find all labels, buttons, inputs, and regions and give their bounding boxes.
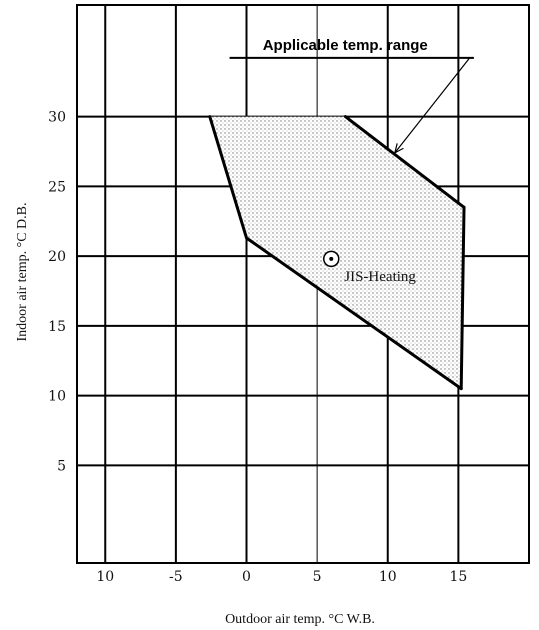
x-tick-label: 0 bbox=[242, 569, 251, 585]
y-axis-label: Indoor air temp. °C D.B. bbox=[15, 203, 30, 342]
y-axis-ticks: 5 10 15 20 25 30 bbox=[48, 110, 66, 475]
jis-point-dot bbox=[329, 256, 334, 261]
x-tick-label: 15 bbox=[449, 569, 467, 585]
y-tick-label: 20 bbox=[48, 249, 66, 265]
range-boundary-edge bbox=[245, 236, 463, 391]
range-boundary-edge bbox=[208, 115, 248, 240]
jis-heating-point bbox=[323, 250, 340, 268]
y-tick-label: 10 bbox=[48, 389, 66, 405]
range-boundary-edge bbox=[343, 115, 466, 209]
applicable-range-label: Applicable temp. range bbox=[263, 37, 428, 54]
range-arrow bbox=[395, 57, 471, 153]
plot-area-border bbox=[76, 4, 530, 564]
x-axis-label: Outdoor air temp. °C W.B. bbox=[225, 612, 375, 627]
applicable-range-layer bbox=[208, 115, 466, 391]
range-boundary-edge bbox=[459, 205, 466, 391]
x-tick-label: -5 bbox=[169, 569, 183, 585]
x-axis-ticks: 10 -5 0 5 10 15 bbox=[96, 569, 467, 585]
x-tick-label: 5 bbox=[313, 569, 322, 585]
x-tick-label: 10 bbox=[96, 569, 114, 585]
jis-heating-label: JIS-Heating bbox=[344, 269, 416, 285]
applicable-range-fill bbox=[209, 116, 464, 389]
x-tick-label: 10 bbox=[379, 569, 397, 585]
y-tick-label: 15 bbox=[48, 319, 66, 335]
y-tick-label: 5 bbox=[57, 458, 66, 474]
y-tick-label: 25 bbox=[48, 179, 66, 195]
y-tick-label: 30 bbox=[48, 110, 66, 126]
